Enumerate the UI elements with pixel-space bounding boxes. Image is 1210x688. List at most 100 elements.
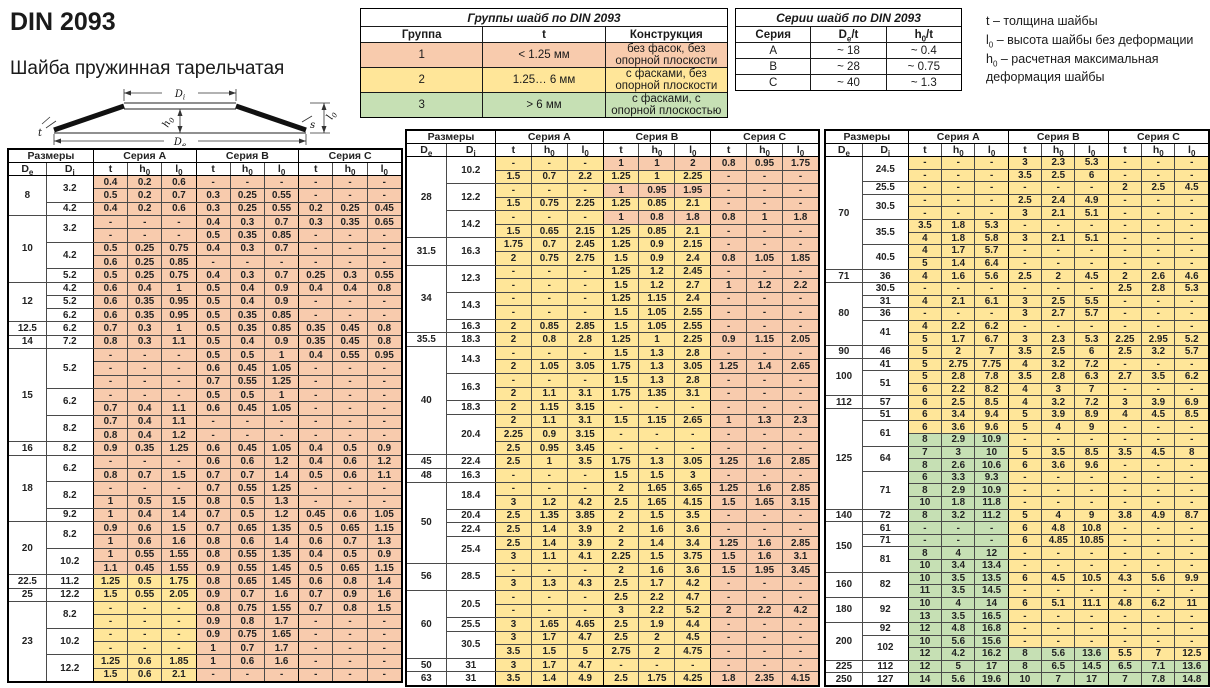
h0-header: h0: [638, 143, 676, 157]
series-c-t-cell: 0.35: [298, 334, 334, 350]
series-b-t-cell: 1.5: [602, 318, 640, 334]
table-row: 16 8.2 0.9 0.35 1.25 0.6 0.45 1.05 0.4 0.5 0.9: [8, 441, 403, 456]
series-c-t-cell: -: [710, 291, 748, 307]
series-b-t-cell: 1: [195, 640, 231, 656]
table-row: 51 5 2.8 7.8 3.5 2.8 6.3 2.7 3.5 6.2: [826, 370, 1209, 397]
series-a-l0-cell: 9.3: [974, 470, 1009, 485]
series-b-t-cell: 1: [195, 654, 231, 669]
series-b-l0-cell: -: [1074, 559, 1109, 573]
series-a-l0-cell: -: [161, 361, 197, 376]
series-a-t-cell: 4: [907, 269, 943, 283]
table-row: 12.2 1.25 0.6 1.85 1 0.6 1.6- - -: [9, 654, 403, 682]
series-b-l0-cell: 2: [674, 156, 712, 171]
series-c-l0-cell: 2.85: [781, 481, 820, 497]
series-c-l0-cell: 1.5: [366, 600, 403, 616]
series-c-h0-cell: 2.8: [1141, 281, 1176, 296]
series-a-l0-cell: 1.55: [161, 561, 197, 576]
series-c-l0-cell: 0.8: [366, 321, 403, 336]
series-a-l0-cell: 13.4: [974, 559, 1009, 573]
series-c-l0-cell: -: [781, 522, 820, 537]
series-b-l0-cell: 0.85: [263, 321, 300, 336]
series-a-t-cell: -: [92, 374, 129, 390]
series-a-h0-cell: 1.65: [530, 617, 568, 632]
series-a-l0-cell: 2.15: [566, 223, 604, 239]
series-a-l0-cell: 4.3: [566, 576, 604, 591]
series-b-l0-cell: 2.15: [674, 237, 712, 252]
series-a-h0-cell: 0.7: [530, 237, 568, 252]
di-cell: 61: [861, 420, 909, 447]
series-a-l0-cell: 2.45: [566, 237, 604, 252]
series-b-l0-cell: -: [1074, 609, 1109, 623]
series-a-t-cell: -: [92, 454, 129, 469]
table-row: 1.5 0.6 2.1- - - - - -: [9, 667, 403, 683]
series-b-l0-cell: 2.1: [674, 223, 712, 239]
table-row: 0.8 0.4 1.2- - - - - -: [9, 427, 403, 443]
series-c-h0-cell: -: [332, 254, 368, 270]
size-table-2-body: 28 10.2- - -1 1 2 0.8 0.95 1.75 1.5 0.7 2.2 1.25 1 2.2…: [406, 155, 820, 686]
series-c-t-cell: 1: [710, 413, 748, 429]
series-b-l0-cell: 9.6: [1074, 458, 1109, 472]
series-c-l0-cell: -: [781, 440, 820, 456]
series-a-t-cell: 2.5: [494, 535, 532, 551]
series-b-h0-cell: 2.5: [1041, 168, 1076, 183]
di-cell: 6.2: [45, 308, 94, 323]
washer-right-band: [235, 103, 307, 133]
series-b-h0-cell: 0.35: [229, 228, 265, 243]
series-a-l0-cell: -: [161, 600, 197, 616]
series-a-t-cell: 5: [907, 332, 943, 346]
series-b-h0-cell: 2.1: [1041, 231, 1076, 246]
table-row: 71 6 3.3 9.3- - - - - -: [826, 470, 1209, 510]
series-c-t-cell: -: [1107, 206, 1143, 220]
series-c-h0-cell: 1.4: [746, 359, 783, 374]
series-a-t-cell: 2.5: [494, 508, 532, 524]
series-a-h0-cell: 2: [941, 344, 976, 359]
series-a-t-cell: 11: [907, 584, 943, 598]
series-c-h0-cell: 3.2: [1141, 344, 1176, 359]
series-b-h0-cell: 1.5: [638, 467, 676, 483]
legend-line: t – толщина шайбы: [986, 14, 1098, 28]
di-cell: 7.2: [45, 334, 94, 350]
series-a-h0-cell: 1.8: [941, 218, 976, 233]
table-row: 16.3- - -1.5 1.3 2.8- - -: [407, 372, 820, 402]
size-table-1-body: 8 3.2 0.4 0.2 0.6- - - - - -0.5 0.2 0.7 0.3 0.25 0.55-…: [8, 174, 403, 683]
series-c-h0-cell: 0.6: [332, 467, 368, 483]
series-c-t-cell: -: [1107, 218, 1143, 233]
series-b-t-cell: 0.8: [195, 547, 231, 563]
series-c-h0-cell: -: [1141, 496, 1176, 510]
series-a-h0-cell: 0.2: [127, 201, 163, 216]
series-b-h0-cell: -: [229, 427, 265, 443]
series-c-t-cell: 0.6: [298, 574, 334, 589]
series-b-l0-cell: 3.75: [674, 549, 712, 564]
series-a-h0-cell: 0.5: [127, 574, 163, 589]
series-b-l0-cell: 2.8: [674, 373, 712, 388]
di-label: Di: [174, 89, 185, 102]
series-c-l0-cell: 1.2: [366, 454, 403, 469]
series-b-l0-cell: 0.55: [263, 201, 300, 216]
series-b-t-cell: 0.7: [195, 521, 231, 536]
l0-header: l0: [781, 143, 820, 157]
series-b-l0-cell: 13.6: [1074, 647, 1109, 661]
groups-table-body: 1 < 1.25 мм без фасок, без опорной плоскос…: [359, 42, 729, 118]
series-c-l0-cell: -: [781, 617, 820, 632]
series-b-t-cell: 6: [1007, 458, 1043, 472]
di-cell: 61: [861, 521, 909, 535]
groups-table-row: 3 > 6 мм с фасками, с опорной плоскостью: [359, 92, 729, 118]
series-b-h0-cell: 1.05: [638, 318, 676, 334]
series-b-t-cell: 2: [602, 522, 640, 537]
series-c-h0-cell: 3.9: [1141, 395, 1176, 409]
series-table-header-row: Серия De/t h0/t: [734, 26, 963, 43]
di-cell: 40.5: [861, 244, 909, 271]
table-row: 56 28.5- - -2 1.6 3.6 1.5 1.95 3.45: [406, 562, 820, 592]
series-b-l0-cell: 4.4: [674, 617, 712, 632]
series-c-h0-cell: -: [746, 305, 783, 320]
series-a-l0-cell: 6.4: [974, 256, 1009, 271]
series-c-l0-cell: -: [781, 427, 820, 442]
series-c-h0-cell: -: [1141, 433, 1176, 447]
table-row: 2 1.05 3.05 1.75 1.3 3.05 1.25 1.4 2.65: [407, 359, 820, 374]
series-a-t-cell: 4: [907, 231, 943, 246]
series-b-l0-cell: 0.9: [263, 281, 300, 296]
series-a-h0-cell: 2.5: [941, 395, 976, 409]
series-a-l0-cell: 1.75: [161, 574, 197, 589]
series-a-t-cell: 1.5: [494, 169, 532, 185]
series-c-h0-cell: -: [332, 667, 368, 683]
